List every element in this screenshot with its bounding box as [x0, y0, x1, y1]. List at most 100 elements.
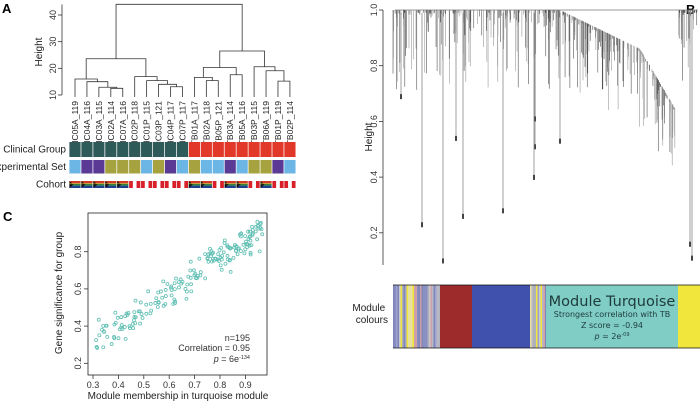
c-data-point — [203, 252, 208, 257]
c-data-point — [161, 303, 166, 308]
south-africa-flag-triangle — [81, 181, 86, 188]
peru-flag-stripe — [216, 181, 221, 188]
c-data-point — [218, 263, 223, 268]
a-leaf-label: TB03P_115 — [249, 101, 259, 146]
a-annotation-cell — [284, 142, 296, 157]
c-data-point — [163, 288, 168, 292]
a-leaf-label: HC07P_117 — [177, 101, 187, 147]
c-y-tick-label: 0.4 — [73, 320, 83, 333]
a-annotation-cell — [69, 142, 81, 157]
south-africa-flag-icon — [260, 181, 272, 184]
a-leaf-label: TB03A_114 — [225, 101, 235, 146]
module-stripe — [534, 285, 537, 348]
c-data-point — [222, 241, 227, 245]
c-data-point — [231, 255, 236, 260]
b-tree-leaf-block — [533, 174, 535, 180]
module-colour-bar — [393, 284, 700, 349]
peru-flag-stripe — [252, 181, 256, 188]
a-annotation-cell — [129, 160, 141, 174]
module-stripe — [417, 285, 419, 348]
module-colours-label-line1: Module — [352, 303, 385, 314]
a-annotation-cell — [141, 142, 153, 157]
callout-p-exponent: -09 — [621, 332, 629, 338]
c-x-tick-label: 0.7 — [188, 380, 201, 390]
b-tree-leaf-block — [689, 241, 691, 247]
c-data-point — [188, 268, 193, 273]
a-annotation-cell — [176, 142, 189, 157]
c-data-point — [96, 317, 101, 322]
module-stripe — [432, 285, 434, 348]
module-stripe — [531, 285, 534, 348]
c-data-point — [260, 232, 265, 237]
c-data-point — [133, 321, 138, 326]
a-annotation-cell — [117, 160, 129, 174]
c-data-point — [242, 251, 247, 256]
c-data-point — [94, 338, 99, 343]
module-stripe — [539, 285, 541, 348]
a-y-axis-label: Height — [34, 37, 45, 66]
c-data-point — [225, 257, 230, 262]
c-data-point — [233, 243, 237, 247]
peru-flag-stripe — [132, 181, 137, 188]
panel-label-c: C — [3, 209, 13, 224]
callout-p-base: = 2e — [600, 332, 622, 341]
module-stripe — [542, 285, 544, 348]
c-data-point — [169, 288, 174, 292]
module-stripe — [403, 285, 406, 348]
b-tree-leaf-block — [462, 213, 464, 219]
c-data-point — [97, 333, 102, 338]
module-stripe — [429, 285, 431, 348]
c-data-point — [223, 261, 228, 266]
c-data-point — [104, 323, 109, 328]
c-axes: 0.3 0.4 0.5 0.6 0.7 0.8 0.9 0.2 0.4 0.6 0.8 — [73, 245, 252, 390]
c-x-axis-label: Module membership in turquoise module — [88, 391, 269, 402]
b-y-axis-label: Height — [364, 122, 375, 151]
b-tree-leaf-block — [455, 135, 457, 141]
c-data-point — [188, 259, 193, 264]
c-data-point — [246, 229, 250, 234]
callout-line2: Z score = -0.94 — [581, 321, 643, 330]
c-data-point — [123, 336, 128, 341]
south-africa-flag-stripe — [69, 183, 81, 186]
module-stripe — [420, 285, 422, 348]
b-y-axis: 0.2 0.4 0.6 0.8 1.0 — [369, 4, 384, 265]
c-x-tick-label: 0.3 — [87, 380, 100, 390]
south-africa-flag-icon — [69, 181, 81, 184]
module-stripe — [545, 285, 547, 348]
module-stripe — [409, 285, 412, 348]
c-data-point — [172, 281, 177, 286]
c-data-point — [227, 246, 232, 251]
south-africa-flag-triangle — [260, 181, 265, 188]
module-stripe — [412, 285, 415, 348]
b-tree-leaf-block — [559, 138, 561, 144]
a-leaf-label: HC07A_116 — [118, 101, 128, 147]
c-data-point — [140, 316, 145, 320]
module-stripe — [402, 285, 404, 348]
module-stripe — [400, 285, 403, 348]
a-annotation-cell — [81, 142, 93, 157]
c-p-base: = 6e — [219, 354, 239, 364]
module-stripe — [543, 285, 546, 348]
a-leaf-label: TB01A_117 — [189, 101, 199, 146]
c-data-point — [206, 259, 211, 264]
a-annotation-cell — [248, 142, 260, 157]
c-data-point — [189, 289, 194, 294]
module-stripe — [435, 285, 437, 348]
peru-flag-stripe — [180, 181, 185, 188]
c-data-point — [188, 275, 193, 280]
b-tree-leaf-block — [421, 222, 423, 228]
a-tree-link — [115, 3, 243, 59]
c-data-point — [158, 289, 163, 294]
south-africa-flag-triangle — [200, 181, 205, 188]
c-data-point — [250, 231, 255, 236]
c-data-point — [243, 234, 247, 239]
c-data-point — [177, 285, 181, 290]
module-stripe — [399, 285, 401, 348]
south-africa-flag-stripe — [69, 185, 81, 188]
module-colours-label-line2: colours — [356, 315, 388, 326]
b-tree — [392, 9, 698, 264]
c-data-point — [211, 256, 215, 261]
a-leaf-label: HC04P_117 — [166, 101, 176, 147]
c-data-point — [160, 295, 165, 300]
